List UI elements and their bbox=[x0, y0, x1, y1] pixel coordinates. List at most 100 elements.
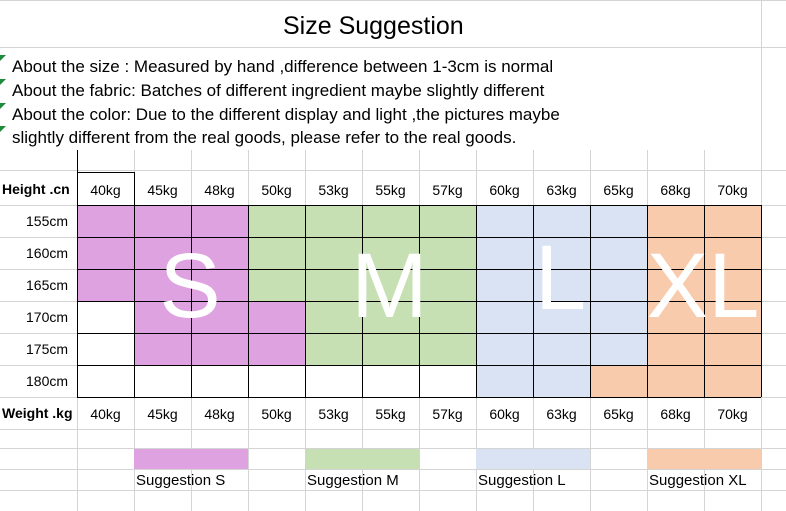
weight-header-cell: 50kg bbox=[261, 182, 292, 198]
height-row-label: 175cm bbox=[26, 341, 69, 357]
size-cell-xl bbox=[647, 237, 704, 269]
cell-comment-marker bbox=[0, 103, 6, 109]
weight-header-cell: 55kg bbox=[375, 182, 406, 198]
weight-footer-cell: 68kg bbox=[660, 406, 691, 422]
size-cell-xl bbox=[647, 333, 704, 365]
size-cell-s bbox=[191, 237, 248, 269]
size-cell-l bbox=[476, 205, 533, 237]
weight-footer-label: Weight .kg bbox=[2, 405, 73, 421]
cell-comment-marker bbox=[0, 126, 6, 132]
size-cell-xl bbox=[647, 269, 704, 301]
size-cell-s bbox=[134, 205, 191, 237]
size-cell-xl bbox=[704, 269, 761, 301]
size-cell-xl bbox=[704, 365, 761, 397]
size-cell-m bbox=[305, 205, 362, 237]
size-cell-xl bbox=[704, 205, 761, 237]
size-cell-l bbox=[476, 365, 533, 397]
cell-comment-marker bbox=[0, 55, 6, 61]
size-cell-xl bbox=[590, 365, 647, 397]
weight-header-cell: 68kg bbox=[660, 182, 691, 198]
big-letter-m: M bbox=[351, 235, 428, 337]
page-title: Size Suggestion bbox=[283, 12, 464, 40]
note-color: About the color: Due to the different di… bbox=[12, 105, 560, 124]
weight-footer-cell: 45kg bbox=[147, 406, 178, 422]
weight-header-cell: 57kg bbox=[432, 182, 463, 198]
height-row-label: 180cm bbox=[26, 373, 69, 389]
size-cell-l bbox=[533, 365, 590, 397]
size-cell-s bbox=[248, 301, 305, 333]
size-cell-m bbox=[419, 301, 476, 333]
height-row-label: 170cm bbox=[26, 309, 69, 325]
size-cell-l bbox=[476, 269, 533, 301]
legend-swatch-xl bbox=[647, 449, 761, 469]
weight-footer-cell: 48kg bbox=[204, 406, 235, 422]
weight-header-cell: 60kg bbox=[489, 182, 520, 198]
size-cell-m bbox=[362, 301, 419, 333]
size-cell-m bbox=[305, 301, 362, 333]
size-cell-l bbox=[590, 301, 647, 333]
size-cell-s bbox=[134, 269, 191, 301]
weight-footer-cell: 50kg bbox=[261, 406, 292, 422]
size-cell-m bbox=[362, 269, 419, 301]
size-cell-m bbox=[419, 269, 476, 301]
weight-footer-cell: 55kg bbox=[375, 406, 406, 422]
size-cell-s bbox=[191, 301, 248, 333]
weight-header-cell: 45kg bbox=[147, 182, 178, 198]
weight-footer-cell: 60kg bbox=[489, 406, 520, 422]
legend-label-l: Suggestion L bbox=[478, 472, 566, 489]
height-row-label: 160cm bbox=[26, 245, 69, 261]
weight-footer-cell: 65kg bbox=[603, 406, 634, 422]
height-header-label: Height .cn bbox=[2, 181, 70, 197]
size-cell-l bbox=[590, 333, 647, 365]
size-cell-m bbox=[419, 237, 476, 269]
weight-footer-cell: 57kg bbox=[432, 406, 463, 422]
size-cell-s bbox=[134, 301, 191, 333]
note-size: About the size : Measured by hand ,diffe… bbox=[12, 57, 554, 76]
cell-comment-marker bbox=[0, 79, 6, 85]
legend-label-xl: Suggestion XL bbox=[649, 472, 747, 489]
size-cell-m bbox=[305, 237, 362, 269]
weight-header-cell: 63kg bbox=[546, 182, 577, 198]
size-cell-s bbox=[134, 237, 191, 269]
size-cell-xl bbox=[647, 301, 704, 333]
size-cell-s bbox=[77, 237, 134, 269]
size-cell-m bbox=[248, 205, 305, 237]
size-cell-m bbox=[362, 333, 419, 365]
big-letter-s: S bbox=[159, 235, 221, 337]
size-cell-l bbox=[476, 301, 533, 333]
big-letter-xl: XL bbox=[646, 235, 760, 337]
weight-footer-cell: 53kg bbox=[318, 406, 349, 422]
size-cell-s bbox=[77, 205, 134, 237]
size-cell-m bbox=[248, 269, 305, 301]
size-cell-m bbox=[362, 205, 419, 237]
weight-header-cell: 48kg bbox=[204, 182, 235, 198]
size-cell-l bbox=[533, 301, 590, 333]
size-cell-m bbox=[362, 237, 419, 269]
size-cell-m bbox=[419, 333, 476, 365]
size-cell-m bbox=[305, 269, 362, 301]
height-row-label: 155cm bbox=[26, 213, 69, 229]
size-cell-s bbox=[77, 269, 134, 301]
legend-label-m: Suggestion M bbox=[307, 472, 399, 489]
size-cell-s bbox=[191, 333, 248, 365]
note-color-cont: slightly different from the real goods, … bbox=[12, 128, 517, 147]
weight-footer-cell: 40kg bbox=[90, 406, 121, 422]
size-cell-l bbox=[590, 205, 647, 237]
size-cell-l bbox=[533, 269, 590, 301]
size-cell-l bbox=[533, 333, 590, 365]
size-cell-xl bbox=[704, 237, 761, 269]
size-cell-xl bbox=[704, 333, 761, 365]
weight-header-cell: 65kg bbox=[603, 182, 634, 198]
size-cell-xl bbox=[647, 205, 704, 237]
size-cell-s bbox=[191, 205, 248, 237]
weight-header-cell: 40kg bbox=[90, 182, 121, 198]
size-cell-l bbox=[533, 205, 590, 237]
note-fabric: About the fabric: Batches of different i… bbox=[12, 81, 545, 100]
big-letter-l: L bbox=[534, 227, 587, 329]
size-cell-s bbox=[191, 269, 248, 301]
size-cell-m bbox=[419, 205, 476, 237]
legend-swatch-l bbox=[476, 449, 590, 469]
size-cell-xl bbox=[704, 301, 761, 333]
weight-header-cell: 70kg bbox=[717, 182, 748, 198]
legend-swatch-s bbox=[134, 449, 248, 469]
